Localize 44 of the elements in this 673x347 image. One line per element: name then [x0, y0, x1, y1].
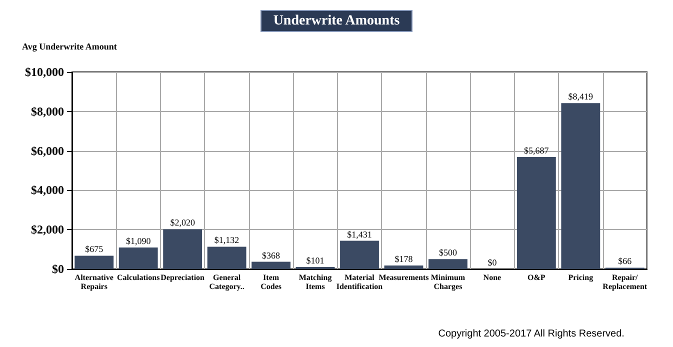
x-tick-label: Item Codes [260, 273, 282, 291]
y-tick-label: $10,000 [25, 65, 64, 79]
x-tick-label: Calculations [117, 273, 160, 282]
bar [428, 259, 468, 269]
x-tick-label: Alternative Repairs [74, 273, 114, 291]
data-label: $1,132 [214, 235, 240, 246]
data-label: $101 [306, 256, 324, 266]
y-tick-label: $8,000 [31, 104, 64, 118]
x-tick-label: Pricing [568, 273, 594, 282]
bar [207, 246, 246, 269]
data-label: $675 [85, 244, 104, 254]
y-tick-label: $4,000 [31, 183, 64, 198]
x-tick-label: O&P [528, 273, 546, 282]
data-label: $368 [262, 250, 281, 260]
bar [252, 262, 290, 269]
x-tick-label: General Category.. [209, 273, 244, 291]
bar [516, 156, 556, 269]
bar [340, 240, 379, 269]
x-tick-label: Minimum Charges [430, 273, 466, 291]
data-label: $1,431 [347, 229, 372, 240]
x-tick-label: Matching Items [298, 273, 332, 291]
bar [163, 229, 202, 269]
text: Copyright 2005-2017 All Rights Reserved. [438, 328, 624, 340]
chart-title: Underwrite Amounts [273, 14, 400, 28]
y-axis-title: Avg Underwrite Amount [22, 42, 117, 52]
data-label: $500 [438, 248, 458, 258]
data-label: $66 [618, 256, 632, 266]
data-label: $8,419 [568, 92, 594, 102]
y-tick-label: $6,000 [31, 144, 64, 158]
data-label: $5,687 [524, 145, 550, 156]
x-tick-label: Measurements [378, 273, 429, 282]
data-label: $0 [488, 258, 498, 268]
y-tick-label: $0 [52, 262, 64, 276]
x-tick-label: Repair/ Replacement [602, 273, 648, 291]
bar [561, 103, 600, 269]
data-label: $1,090 [126, 236, 152, 246]
x-tick-label: Depreciation [160, 273, 206, 282]
x-tick-label: None [483, 273, 502, 282]
bar [384, 265, 424, 269]
bar [118, 248, 158, 269]
data-label: $178 [394, 254, 414, 264]
bar [74, 256, 114, 269]
y-tick-label: $2,000 [31, 222, 64, 237]
data-label: $2,020 [170, 218, 196, 228]
